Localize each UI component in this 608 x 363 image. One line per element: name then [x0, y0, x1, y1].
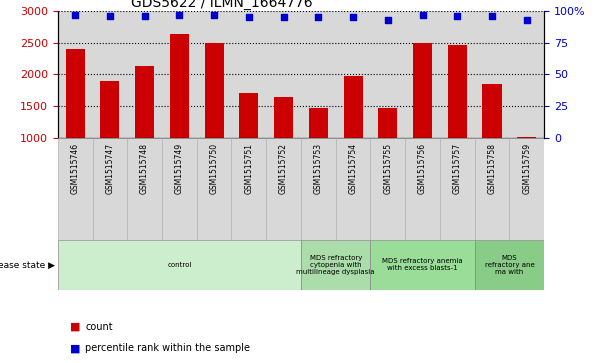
Text: GSM1515752: GSM1515752 [279, 143, 288, 194]
Bar [58, 240, 301, 290]
Bar [197, 11, 232, 138]
Bar [378, 109, 398, 138]
Bar [336, 11, 370, 138]
Bar [232, 11, 266, 138]
Point [105, 13, 115, 19]
Text: MDS refractory
cytopenia with
multilineage dysplasia: MDS refractory cytopenia with multilinea… [297, 255, 375, 275]
Bar [92, 11, 127, 138]
Bar [240, 93, 258, 138]
Bar [127, 11, 162, 138]
Bar [162, 138, 197, 240]
Bar [92, 138, 127, 240]
Point [383, 17, 393, 23]
Text: disease state ▶: disease state ▶ [0, 261, 55, 269]
Point [209, 12, 219, 17]
Bar [475, 11, 510, 138]
Point [278, 14, 288, 20]
Bar [440, 138, 475, 240]
Point [452, 13, 462, 19]
Text: GSM1515751: GSM1515751 [244, 143, 254, 194]
Bar [266, 11, 301, 138]
Bar [483, 84, 502, 138]
Bar [100, 81, 119, 138]
Text: ■: ■ [70, 343, 80, 354]
Bar [336, 138, 370, 240]
Text: GSM1515753: GSM1515753 [314, 143, 323, 194]
Text: MDS refractory anemia
with excess blasts-1: MDS refractory anemia with excess blasts… [382, 258, 463, 272]
Point [348, 14, 358, 20]
Bar [274, 97, 293, 138]
Point [71, 12, 80, 17]
Bar [309, 108, 328, 138]
Bar [127, 138, 162, 240]
Text: GSM1515759: GSM1515759 [522, 143, 531, 194]
Text: control: control [167, 262, 192, 268]
Text: GSM1515758: GSM1515758 [488, 143, 497, 194]
Point [174, 12, 184, 17]
Bar [301, 240, 370, 290]
Bar [170, 34, 189, 138]
Bar [447, 45, 467, 138]
Bar [510, 11, 544, 138]
Bar [266, 138, 301, 240]
Bar [413, 43, 432, 138]
Text: GSM1515749: GSM1515749 [175, 143, 184, 194]
Bar [475, 240, 544, 290]
Bar [197, 138, 232, 240]
Text: GSM1515755: GSM1515755 [383, 143, 392, 194]
Bar [517, 136, 536, 138]
Bar [510, 138, 544, 240]
Text: MDS
refractory ane
ma with: MDS refractory ane ma with [485, 255, 534, 275]
Bar [440, 11, 475, 138]
Text: percentile rank within the sample: percentile rank within the sample [85, 343, 250, 354]
Bar [58, 11, 92, 138]
Bar [301, 11, 336, 138]
Bar [66, 49, 85, 138]
Bar [232, 138, 266, 240]
Point [418, 12, 427, 17]
Point [244, 14, 254, 20]
Bar [370, 240, 475, 290]
Text: count: count [85, 322, 112, 332]
Bar [405, 138, 440, 240]
Bar [162, 11, 197, 138]
Text: GSM1515750: GSM1515750 [210, 143, 219, 194]
Point [487, 13, 497, 19]
Bar [204, 43, 224, 138]
Text: GSM1515757: GSM1515757 [453, 143, 462, 194]
Bar [301, 138, 336, 240]
Point [314, 14, 323, 20]
Bar [405, 11, 440, 138]
Text: GSM1515748: GSM1515748 [140, 143, 149, 194]
Bar [370, 11, 405, 138]
Bar [370, 138, 405, 240]
Text: GDS5622 / ILMN_1664776: GDS5622 / ILMN_1664776 [131, 0, 313, 10]
Text: GSM1515754: GSM1515754 [348, 143, 358, 194]
Text: GSM1515746: GSM1515746 [71, 143, 80, 194]
Text: ■: ■ [70, 322, 80, 332]
Bar [475, 138, 510, 240]
Bar [135, 66, 154, 138]
Bar [58, 138, 92, 240]
Text: GSM1515756: GSM1515756 [418, 143, 427, 194]
Point [522, 17, 531, 23]
Point [140, 13, 150, 19]
Text: GSM1515747: GSM1515747 [105, 143, 114, 194]
Bar [344, 76, 362, 138]
